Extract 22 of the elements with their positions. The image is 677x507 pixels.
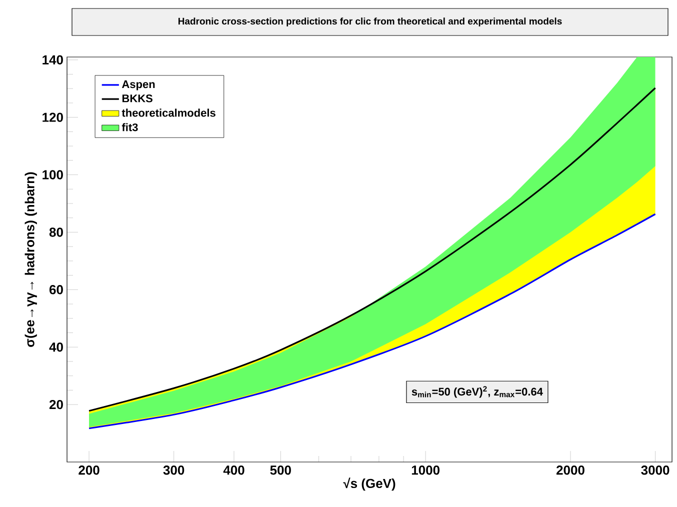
y-tick-label: 20 [49,400,63,410]
x-tick-label: 400 [223,466,244,475]
y-tick-label: 140 [42,55,63,64]
legend-label: Aspen [122,80,155,90]
x-tick-label: 500 [270,466,291,475]
x-tick-label: 1000 [412,466,440,475]
x-tick-label: 3000 [641,466,670,475]
y-tick-label: 40 [49,342,63,352]
legend-label: BKKS [122,94,152,102]
x-tick-label: 300 [163,466,184,475]
annotation: s$_{min}$=50 (GeV)$^{2}$, z$_{max}$=0.64 [412,386,543,398]
y-tick-label: 120 [42,112,63,122]
y-tick-label: 80 [49,228,63,237]
legend-label: theoreticalmodels [122,108,216,117]
x-tick-label: 2000 [556,466,584,475]
x-axis-title: √s (GeV) [343,478,396,491]
y-tick-label: 60 [49,285,63,294]
x-tick-label: 200 [78,466,100,475]
chart-title: Hadronic cross-section predictions for clic from theoretical and experimental models [178,18,562,26]
legend-label: fit3 [122,123,138,132]
y-axis-title: σ(ee→γγ→ hadrons) (nbarn) [24,172,37,347]
y-tick-label: 100 [42,170,63,180]
